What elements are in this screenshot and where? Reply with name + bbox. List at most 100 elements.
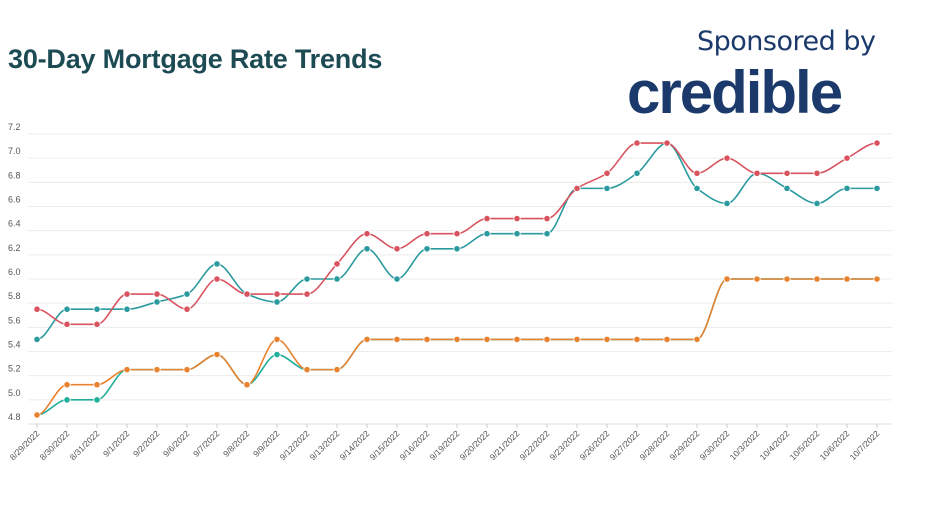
data-point [573, 184, 581, 192]
y-tick-label: 6.0 [8, 267, 21, 277]
data-point [813, 275, 821, 283]
x-tick-label: 8/29/2022 [8, 428, 42, 462]
data-point [723, 154, 731, 162]
data-point [213, 275, 221, 283]
x-tick-label: 9/9/2022 [251, 428, 282, 459]
y-tick-label: 7.2 [8, 122, 21, 132]
data-point [363, 230, 371, 238]
data-point [363, 335, 371, 344]
y-tick-label: 5.8 [8, 291, 21, 301]
data-point [513, 335, 521, 344]
data-point [123, 366, 131, 374]
x-tick-label: 9/20/2022 [458, 428, 492, 462]
data-point [93, 381, 101, 389]
data-point [693, 335, 701, 344]
data-point [633, 335, 641, 344]
data-point [453, 335, 461, 344]
x-tick-label: 9/7/2022 [191, 428, 222, 459]
data-point [393, 275, 401, 283]
data-point [333, 275, 341, 283]
data-point [633, 139, 641, 147]
data-point [183, 290, 191, 298]
data-point [303, 275, 311, 283]
series-line [36, 278, 877, 416]
data-point [333, 366, 341, 374]
x-tick-label: 10/7/2022 [848, 428, 882, 462]
data-point [153, 298, 161, 306]
x-tick-label: 10/6/2022 [818, 428, 852, 462]
y-tick-label: 6.8 [8, 170, 21, 180]
data-point [393, 335, 401, 344]
data-point [123, 290, 131, 298]
data-point [633, 169, 641, 177]
x-tick-label: 10/5/2022 [788, 428, 822, 462]
data-point [543, 335, 551, 344]
data-point [303, 366, 311, 374]
data-point [483, 214, 491, 223]
data-point [63, 396, 71, 404]
x-tick-label: 9/19/2022 [428, 428, 462, 462]
y-tick-label: 5.0 [8, 388, 21, 398]
data-point [753, 275, 761, 283]
data-point [693, 184, 701, 192]
y-tick-label: 6.4 [8, 219, 21, 229]
data-point [93, 320, 101, 328]
data-point [543, 214, 551, 223]
data-point [63, 381, 71, 389]
data-point [783, 184, 791, 192]
data-point [123, 305, 131, 313]
data-point [843, 154, 851, 162]
data-point [423, 245, 431, 253]
series-line [36, 142, 877, 341]
data-point [573, 335, 581, 344]
data-point [873, 275, 881, 283]
x-tick-label: 9/23/2022 [548, 428, 582, 462]
x-tick-label: 9/27/2022 [608, 428, 642, 462]
data-point [873, 184, 881, 192]
data-point [543, 230, 551, 238]
data-point [153, 366, 161, 374]
data-point [63, 320, 71, 328]
data-point [843, 184, 851, 192]
data-point [843, 275, 851, 283]
data-point [873, 139, 881, 147]
y-tick-label: 6.6 [8, 195, 21, 205]
data-point [813, 199, 821, 208]
data-point [153, 290, 161, 298]
x-tick-label: 10/3/2022 [728, 428, 762, 462]
data-point [213, 260, 221, 268]
x-tick-label: 9/6/2022 [161, 428, 192, 459]
data-point [303, 290, 311, 298]
data-point [813, 169, 821, 177]
x-tick-label: 8/30/2022 [38, 428, 72, 462]
data-point [243, 381, 251, 389]
data-point [663, 335, 671, 344]
data-point [273, 335, 281, 344]
data-point [183, 305, 191, 313]
data-point [603, 335, 611, 344]
data-point [603, 184, 611, 192]
data-point [663, 139, 671, 147]
data-point [213, 350, 221, 359]
chart-title: 30-Day Mortgage Rate Trends [8, 44, 383, 74]
x-tick-label: 9/13/2022 [308, 428, 342, 462]
data-point [483, 230, 491, 238]
x-tick-label: 8/31/2022 [68, 428, 102, 462]
x-tick-label: 9/21/2022 [488, 428, 522, 462]
data-point [453, 245, 461, 253]
sponsor-text: Sponsored by [697, 26, 876, 57]
data-point [393, 245, 401, 253]
data-point [783, 169, 791, 177]
x-tick-label: 9/2/2022 [131, 428, 162, 459]
data-point [333, 260, 341, 268]
data-point [93, 396, 101, 404]
data-point [753, 169, 761, 177]
data-point [33, 305, 41, 313]
y-tick-label: 4.8 [8, 412, 21, 422]
data-point [453, 230, 461, 238]
data-point [33, 411, 41, 419]
data-point [273, 298, 281, 306]
data-point [63, 305, 71, 313]
data-point [513, 214, 521, 223]
